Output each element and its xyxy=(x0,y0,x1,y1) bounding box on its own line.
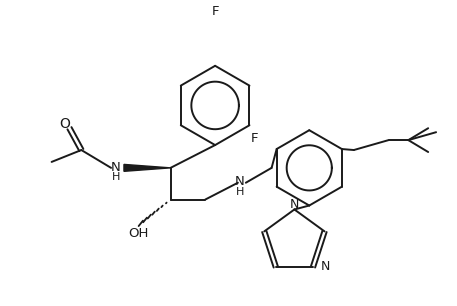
Text: N: N xyxy=(111,161,121,174)
Text: OH: OH xyxy=(128,227,149,240)
Text: F: F xyxy=(251,132,259,145)
Polygon shape xyxy=(124,164,170,171)
Text: N: N xyxy=(321,260,330,273)
Text: F: F xyxy=(212,5,219,18)
Text: N: N xyxy=(290,198,299,211)
Text: N: N xyxy=(235,175,245,188)
Text: H: H xyxy=(112,172,120,182)
Text: O: O xyxy=(59,117,70,131)
Text: H: H xyxy=(236,187,244,197)
